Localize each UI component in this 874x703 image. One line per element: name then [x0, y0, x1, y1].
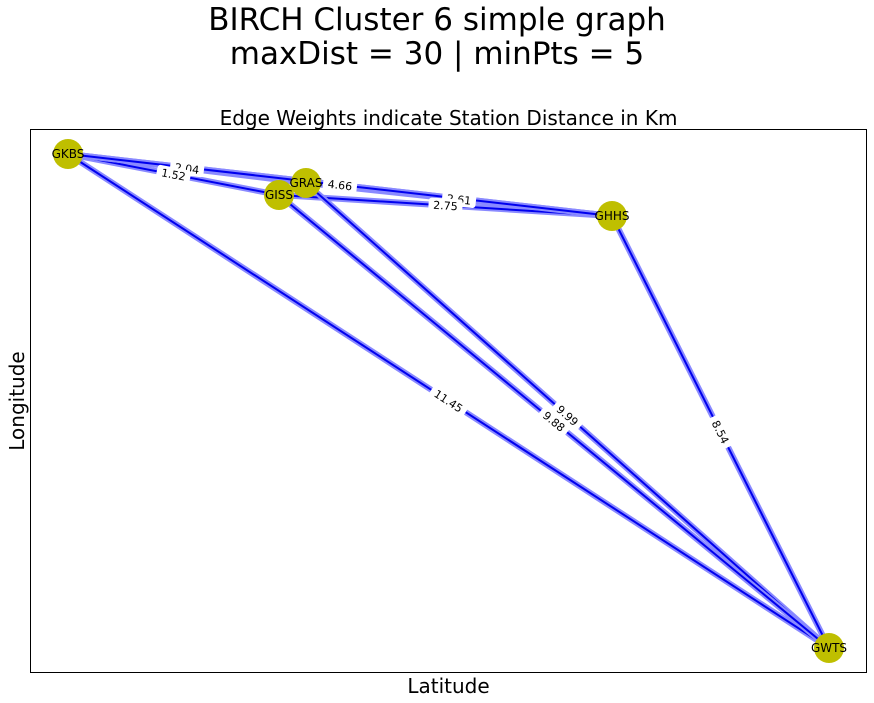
edge-weight-text: 1.52 — [160, 166, 187, 183]
edge-weight-text: 2.75 — [433, 199, 458, 214]
node-GWTS: GWTS — [811, 633, 847, 663]
edge-weight-text: 11.45 — [431, 387, 464, 415]
edge-label-background — [537, 406, 571, 437]
node-circle — [814, 633, 844, 663]
edge-label-background — [707, 414, 734, 450]
plot-frame — [30, 129, 867, 673]
edge-label-GKBS-GISS: 1.52 — [155, 164, 192, 185]
node-circle — [597, 201, 627, 231]
node-GISS: GISS — [264, 180, 294, 210]
edge-label-GKBS-GHHS: 4.66 — [322, 176, 358, 194]
edge-label-background — [551, 400, 584, 431]
edge-label-background — [322, 176, 358, 194]
edge-weight-text: 8.54 — [709, 418, 732, 446]
node-label: GWTS — [811, 641, 847, 655]
edge-label-background — [428, 197, 463, 214]
node-label: GRAS — [290, 176, 323, 190]
edge-label-background — [155, 164, 192, 185]
edge-label-GHHS-GWTS: 8.54 — [707, 414, 734, 450]
node-GKBS: GKBS — [52, 139, 85, 169]
node-label: GKBS — [52, 147, 85, 161]
edge-label-background — [428, 385, 469, 417]
figure-subtitle: maxDist = 30 | minPts = 5 — [229, 36, 645, 72]
node-circle — [264, 180, 294, 210]
node-label: GISS — [265, 188, 293, 202]
edge-weight-text: 4.66 — [327, 178, 353, 194]
edge-label-GISS-GHHS: 2.75 — [428, 197, 463, 214]
edge-label-GKBS-GWTS: 11.45 — [428, 385, 469, 417]
axes-title: Edge Weights indicate Station Distance i… — [219, 106, 678, 130]
node-circle — [291, 168, 321, 198]
node-GHHS: GHHS — [595, 201, 630, 231]
node-label: GHHS — [595, 209, 630, 223]
node-circle — [53, 139, 83, 169]
x-axis-label: Latitude — [407, 674, 490, 698]
figure-title: BIRCH Cluster 6 simple graph — [208, 2, 666, 38]
node-GRAS: GRAS — [290, 168, 323, 198]
